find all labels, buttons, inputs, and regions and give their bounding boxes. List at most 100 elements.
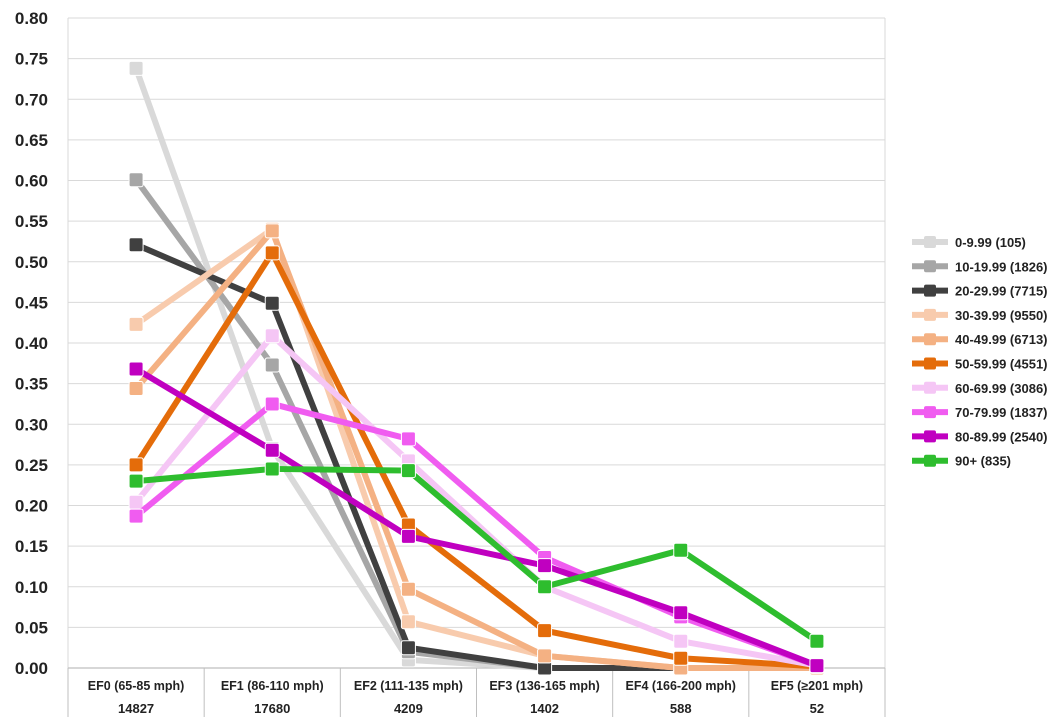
y-tick-label: 0.00 bbox=[15, 659, 48, 678]
legend-swatch-marker bbox=[924, 333, 936, 346]
legend-label: 0-9.99 (105) bbox=[955, 235, 1026, 250]
data-point bbox=[673, 605, 689, 621]
series-2 bbox=[128, 237, 825, 676]
y-tick-label: 0.35 bbox=[15, 375, 48, 394]
y-tick-label: 0.70 bbox=[15, 90, 48, 109]
x-category-label: EF0 (65-85 mph) bbox=[88, 679, 185, 693]
data-point bbox=[264, 461, 280, 477]
series-5 bbox=[128, 245, 825, 674]
data-point bbox=[400, 640, 416, 656]
y-tick-label: 0.60 bbox=[15, 172, 48, 191]
series-line bbox=[133, 465, 820, 645]
x-category-label: EF3 (136-165 mph) bbox=[489, 679, 599, 693]
series-7 bbox=[128, 396, 825, 674]
legend-swatch-marker bbox=[924, 284, 936, 297]
data-point bbox=[264, 442, 280, 458]
y-tick-label: 0.40 bbox=[15, 334, 48, 353]
legend-entry: 30-39.99 (9550) bbox=[912, 308, 1048, 323]
legend-label: 60-69.99 (3086) bbox=[955, 381, 1048, 396]
legend-entry: 60-69.99 (3086) bbox=[912, 381, 1048, 396]
y-tick-label: 0.45 bbox=[15, 293, 48, 312]
series-4 bbox=[128, 223, 825, 676]
legend-swatch-marker bbox=[924, 406, 936, 419]
data-point bbox=[809, 633, 825, 649]
x-category-label: EF1 (86-110 mph) bbox=[221, 679, 324, 693]
legend-label: 50-59.99 (4551) bbox=[955, 357, 1048, 372]
legend-label: 30-39.99 (9550) bbox=[955, 308, 1048, 323]
data-point bbox=[128, 172, 144, 188]
data-point bbox=[128, 381, 144, 396]
series-9 bbox=[128, 461, 825, 649]
y-tick-label: 0.75 bbox=[15, 50, 48, 69]
legend: 0-9.99 (105) 10-19.99 (1826) 20-29.99 (771… bbox=[912, 235, 1048, 469]
y-tick-label: 0.25 bbox=[15, 456, 48, 475]
legend-swatch-marker bbox=[924, 454, 936, 467]
legend-label: 90+ (835) bbox=[955, 454, 1011, 469]
data-point bbox=[537, 558, 553, 574]
y-tick-label: 0.80 bbox=[15, 9, 48, 28]
x-category-count: 4209 bbox=[394, 701, 423, 716]
x-category-label: EF5 (≥201 mph) bbox=[771, 679, 863, 693]
data-point bbox=[673, 650, 689, 666]
legend-entry: 50-59.99 (4551) bbox=[912, 357, 1048, 372]
data-point bbox=[264, 328, 280, 344]
legend-swatch-marker bbox=[924, 308, 936, 321]
legend-entry: 80-89.99 (2540) bbox=[912, 429, 1048, 444]
data-point bbox=[400, 463, 416, 479]
y-tick-label: 0.20 bbox=[15, 497, 48, 516]
data-point bbox=[128, 237, 144, 253]
data-point bbox=[400, 581, 416, 597]
legend-swatch-marker bbox=[924, 357, 936, 370]
data-point bbox=[128, 60, 144, 76]
y-tick-label: 0.30 bbox=[15, 415, 48, 434]
legend-swatch-marker bbox=[924, 260, 936, 273]
data-point bbox=[264, 357, 280, 373]
series-line bbox=[133, 226, 820, 671]
data-point bbox=[128, 457, 144, 473]
legend-entry: 20-29.99 (7715) bbox=[912, 284, 1048, 299]
data-point bbox=[673, 633, 689, 649]
y-tick-label: 0.50 bbox=[15, 253, 48, 272]
data-point bbox=[537, 648, 553, 664]
series-line bbox=[133, 227, 820, 671]
legend-swatch-marker bbox=[924, 236, 936, 248]
gridlines bbox=[67, 17, 886, 669]
data-point bbox=[264, 223, 280, 239]
y-tick-label: 0.15 bbox=[15, 537, 48, 556]
legend-label: 70-79.99 (1837) bbox=[955, 405, 1048, 420]
data-point bbox=[400, 431, 416, 447]
legend-label: 20-29.99 (7715) bbox=[955, 284, 1048, 299]
series-line bbox=[133, 249, 820, 670]
data-point bbox=[128, 473, 144, 489]
series-line bbox=[133, 400, 820, 669]
series-lines bbox=[128, 60, 825, 676]
x-category-label: EF4 (166-200 mph) bbox=[626, 679, 736, 693]
y-axis: 0.00 0.05 0.10 0.15 0.20 0.25 0.30 0.35 0.40 0.45… bbox=[15, 9, 48, 678]
legend-label: 10-19.99 (1826) bbox=[955, 259, 1048, 274]
legend-label: 40-49.99 (6713) bbox=[955, 332, 1048, 347]
data-point bbox=[264, 245, 280, 261]
legend-swatch-marker bbox=[924, 381, 936, 394]
x-category-count: 17680 bbox=[254, 701, 290, 716]
y-tick-label: 0.65 bbox=[15, 131, 48, 150]
data-point bbox=[537, 579, 553, 595]
legend-entry: 90+ (835) bbox=[912, 454, 1011, 469]
x-category-count: 14827 bbox=[118, 701, 154, 716]
data-point bbox=[128, 508, 144, 524]
data-point bbox=[673, 542, 689, 558]
y-tick-label: 0.10 bbox=[15, 578, 48, 597]
y-tick-label: 0.55 bbox=[15, 212, 48, 231]
data-point bbox=[400, 614, 416, 630]
x-category-count: 588 bbox=[670, 701, 692, 716]
data-point bbox=[128, 494, 144, 510]
series-8 bbox=[128, 361, 825, 674]
legend-entry: 40-49.99 (6713) bbox=[912, 332, 1048, 347]
x-axis-table: EF0 (65-85 mph) 14827 EF1 (86-110 mph) 1768… bbox=[67, 667, 886, 717]
data-point bbox=[128, 316, 144, 332]
data-point bbox=[809, 658, 825, 674]
data-point bbox=[128, 361, 144, 377]
data-point bbox=[264, 295, 280, 311]
legend-entry: 10-19.99 (1826) bbox=[912, 259, 1048, 274]
series-line bbox=[133, 366, 820, 669]
